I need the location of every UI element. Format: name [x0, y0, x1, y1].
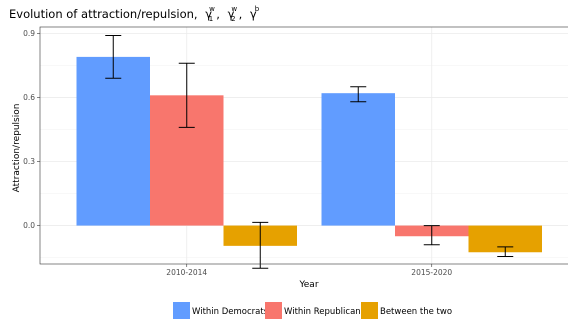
title-symbol-gamma1w-sub: 1 [209, 15, 213, 23]
title-symbol-gamma2w-sub: 2 [231, 15, 235, 23]
title-symbol-gamma1w-base: γ [205, 7, 212, 21]
legend-label-1: Within Democrats [192, 307, 269, 317]
legend: Within Democrats Within Republicans Betwee… [173, 302, 452, 319]
bar-1-2 [321, 93, 395, 226]
y-axis: 0.0 0.3 0.6 0.9 [23, 29, 40, 230]
chart-title: Evolution of attraction/repulsion, γw 1, … [9, 5, 260, 23]
plot-panel-border [39, 26, 568, 265]
title-symbol-gamma2w-base: γ [228, 7, 235, 21]
y-axis-title: Attraction/repulsion [12, 104, 22, 193]
legend-key-2 [265, 302, 282, 319]
y-tick-label: 0.0 [23, 221, 35, 230]
legend-key-1 [173, 302, 190, 319]
chart-title-main: Evolution of attraction/repulsion, [9, 7, 198, 21]
title-symbol-gamma1w-sup: w [209, 5, 215, 13]
error-bars [105, 35, 514, 269]
bar-1-1 [76, 56, 150, 226]
legend-key-3 [361, 302, 378, 319]
legend-label-3: Between the two [380, 307, 452, 317]
y-tick-label: 0.3 [23, 157, 35, 166]
title-symbol-gamma2w-sup: w [231, 5, 237, 13]
x-tick-label: 2010-2014 [166, 268, 207, 277]
x-tick-label: 2015-2020 [411, 268, 452, 277]
y-tick-label: 0.6 [23, 93, 35, 102]
y-tick-label: 0.9 [23, 29, 35, 38]
x-axis-title: Year [298, 280, 318, 290]
legend-label-2: Within Republicans [284, 307, 366, 317]
title-symbol-gammab-sup: b [255, 5, 260, 13]
bars [76, 56, 542, 253]
x-axis: 2010-2014 2015-2020 [166, 264, 452, 277]
title-symbol-gammab-base: γ [250, 7, 257, 21]
